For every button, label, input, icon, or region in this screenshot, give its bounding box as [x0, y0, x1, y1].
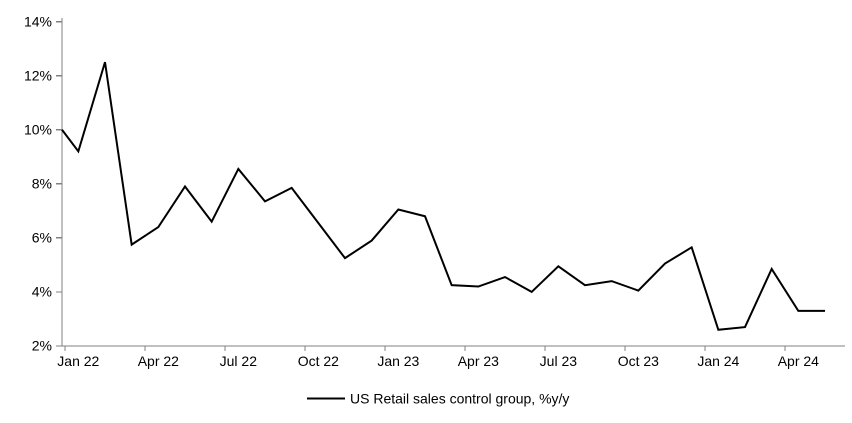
x-tick-label: Apr 23	[458, 353, 499, 369]
y-tick-label: 2%	[32, 338, 52, 354]
x-tick-label: Apr 24	[778, 353, 819, 369]
x-tick-label: Jan 23	[377, 353, 419, 369]
y-tick-label: 12%	[24, 67, 52, 83]
x-axis-ticks: Jan 22 Apr 22 Jul 22 Oct 22 Jan 23 Apr 23 Jul …	[57, 346, 819, 369]
x-tick-label: Oct 22	[298, 353, 339, 369]
series-group	[61, 61, 826, 331]
x-tick-label: Jul 22	[220, 353, 258, 369]
y-axis-ticks: 2% 4% 6% 8% 10% 12% 14%	[24, 13, 62, 354]
x-tick-label: Apr 22	[138, 353, 179, 369]
legend: US Retail sales control group, %y/y	[307, 391, 569, 407]
y-tick-label: 6%	[32, 230, 52, 246]
y-tick-label: 14%	[24, 13, 52, 29]
y-tick-label: 4%	[32, 284, 52, 300]
x-tick-label: Jan 24	[697, 353, 739, 369]
x-tick-label: Oct 23	[618, 353, 659, 369]
series-line	[61, 61, 826, 331]
axes	[61, 18, 845, 347]
y-tick-label: 10%	[24, 121, 52, 137]
legend-label: US Retail sales control group, %y/y	[350, 391, 569, 407]
x-tick-label: Jul 23	[540, 353, 578, 369]
x-tick-label: Jan 22	[57, 353, 99, 369]
y-tick-label: 8%	[32, 176, 52, 192]
